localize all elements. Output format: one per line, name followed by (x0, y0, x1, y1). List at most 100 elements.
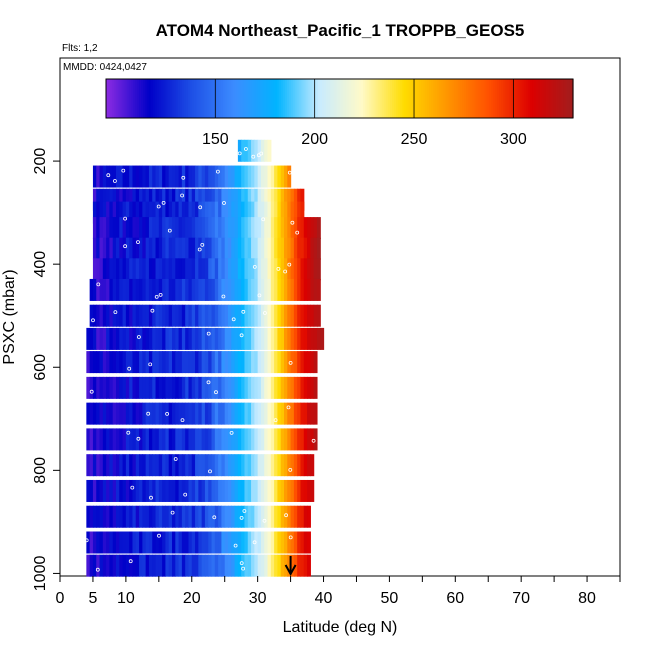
heat-cell (214, 217, 219, 240)
heat-cell (162, 237, 167, 260)
heat-cell (122, 201, 127, 224)
sample-marker (113, 310, 118, 315)
heat-cell (92, 188, 97, 211)
heat-cell (260, 428, 265, 451)
heat-cell (135, 402, 140, 425)
heat-cell (139, 327, 143, 350)
heat-cell (109, 237, 114, 260)
heat-cell (125, 505, 130, 528)
heat-cell (168, 237, 173, 260)
heat-cell (165, 237, 170, 260)
heat-cell (241, 479, 246, 502)
heat-cell (228, 428, 232, 451)
heat-cell (270, 351, 275, 374)
heat-cell (224, 278, 229, 301)
heat-cell (135, 428, 140, 451)
heat-cell (145, 188, 150, 211)
heat-cell (221, 531, 226, 554)
heat-cell (254, 237, 259, 260)
heat-cell (122, 188, 127, 211)
heat-cell (92, 351, 97, 374)
heat-cell (218, 237, 223, 260)
colorbar-segment (121, 79, 125, 118)
heat-cell (135, 479, 140, 502)
colorbar-segment (436, 79, 440, 118)
heat-cell (106, 304, 111, 327)
heat-cell (112, 237, 117, 260)
heat-cell (92, 531, 97, 554)
heat-cell (293, 505, 298, 528)
heat-cell (92, 428, 97, 451)
heat-cell (277, 554, 282, 577)
heat-cell (260, 237, 265, 260)
heat-cell (148, 402, 153, 425)
heat-cell (152, 201, 157, 224)
heat-cell (122, 479, 127, 502)
heat-cell (195, 201, 199, 224)
heat-cell (142, 531, 147, 554)
sample-marker (251, 154, 256, 159)
heat-cell (155, 531, 160, 554)
heat-cell (310, 278, 315, 301)
heat-cell (135, 454, 140, 477)
colorbar-segment (133, 79, 136, 118)
sample-marker (96, 282, 101, 287)
heat-cell (188, 554, 193, 577)
x-axis: 0 5 10 20 30 40 50 60 70 80 (56, 576, 621, 607)
heat-cell (237, 304, 242, 327)
heat-cell (145, 454, 150, 477)
heat-cell (188, 505, 193, 528)
heat-cell (218, 278, 223, 301)
colorbar-segment (364, 79, 368, 118)
heat-cell (178, 304, 183, 327)
heat-cell (257, 201, 262, 224)
colorbar-segment (329, 79, 333, 118)
heat-cell (168, 376, 173, 399)
heat-cell (313, 304, 318, 327)
heat-cell (102, 428, 107, 451)
heat-cell (191, 258, 196, 281)
heat-cell (303, 304, 308, 327)
heat-cell (244, 531, 249, 554)
heat-cell (132, 217, 137, 240)
heat-cell (310, 258, 315, 281)
colorbar-segment (213, 79, 216, 118)
heat-cell (307, 278, 311, 301)
heat-cell (307, 327, 311, 350)
heat-cell (168, 402, 173, 425)
heat-cell (241, 505, 246, 528)
heat-cell (231, 479, 236, 502)
heat-cell (297, 304, 302, 327)
heat-cell (208, 278, 213, 301)
heat-cell (257, 376, 262, 399)
heat-cell (185, 201, 190, 224)
heat-cell (178, 428, 183, 451)
heat-cell (191, 554, 196, 577)
colorbar-segment (228, 79, 232, 118)
heat-cell (221, 165, 226, 188)
heat-cell (297, 201, 302, 224)
colorbar-segment (380, 79, 383, 118)
heat-cell (254, 304, 259, 327)
heat-cell (208, 217, 213, 240)
heat-cell (172, 327, 176, 350)
heat-cell (172, 402, 176, 425)
heat-cell (125, 402, 130, 425)
heat-cell (218, 188, 223, 211)
heat-cell (116, 376, 120, 399)
heat-cell (135, 531, 140, 554)
heat-cell (234, 201, 239, 224)
heat-cell (142, 327, 147, 350)
heat-cell (254, 278, 259, 301)
heat-cell (86, 454, 91, 477)
colorbar-segment (442, 79, 446, 118)
heat-cell (89, 278, 94, 301)
heat-cell (89, 505, 94, 528)
heat-cell (132, 554, 137, 577)
colorbar-segment (460, 79, 463, 118)
heat-cell (247, 165, 252, 188)
heat-cell (267, 554, 272, 577)
sample-marker (288, 360, 293, 365)
heat-cell (172, 479, 176, 502)
heat-cell (211, 217, 216, 240)
